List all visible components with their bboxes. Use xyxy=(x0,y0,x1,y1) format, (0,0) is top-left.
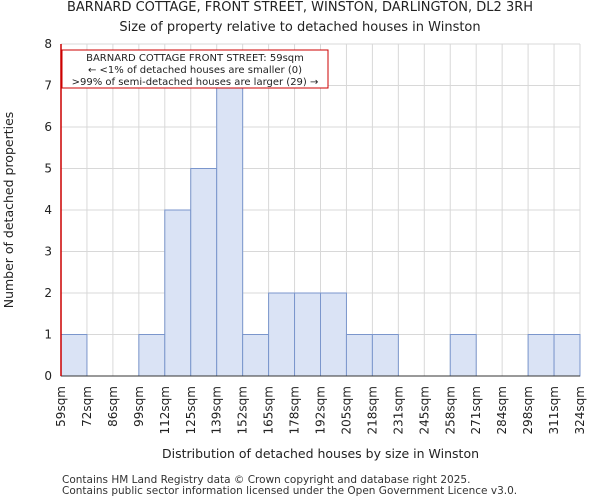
x-tick-label: 271sqm xyxy=(469,386,483,434)
x-tick-label: 324sqm xyxy=(573,386,587,434)
bar xyxy=(527,334,555,377)
x-tick-label: 205sqm xyxy=(339,386,353,434)
x-tick-label: 178sqm xyxy=(288,386,302,434)
x-tick-label: 298sqm xyxy=(521,386,535,434)
annotation-text: ← <1% of detached houses are smaller (0) xyxy=(88,65,302,76)
bar xyxy=(371,334,399,377)
bar xyxy=(138,334,166,377)
bar xyxy=(216,85,244,377)
y-tick-label: 5 xyxy=(44,162,52,176)
x-tick-label: 139sqm xyxy=(210,386,224,434)
y-tick-label: 3 xyxy=(44,245,52,259)
x-tick-label: 245sqm xyxy=(417,386,431,434)
x-tick-label: 231sqm xyxy=(391,386,405,434)
x-tick-label: 125sqm xyxy=(184,386,198,434)
y-tick-label: 1 xyxy=(44,328,52,342)
x-tick-label: 218sqm xyxy=(365,386,379,434)
y-tick-label: 6 xyxy=(44,120,52,134)
bar xyxy=(449,334,477,377)
y-tick-label: 7 xyxy=(44,79,52,93)
annotation-text: >99% of semi-detached houses are larger … xyxy=(72,77,319,88)
footer-copyright: Contains HM Land Registry data © Crown c… xyxy=(62,474,471,486)
x-tick-label: 165sqm xyxy=(262,386,276,434)
x-tick-label: 72sqm xyxy=(80,386,94,427)
y-tick-label: 0 xyxy=(44,369,52,383)
bar xyxy=(60,334,88,377)
chart-title: BARNARD COTTAGE, FRONT STREET, WINSTON, … xyxy=(66,0,534,15)
x-tick-label: 99sqm xyxy=(132,386,146,427)
bar xyxy=(553,334,581,377)
bar xyxy=(294,292,321,377)
x-tick-label: 152sqm xyxy=(236,386,250,434)
bar xyxy=(320,292,347,377)
bar xyxy=(164,209,192,377)
x-tick-label: 311sqm xyxy=(547,386,561,434)
bar xyxy=(268,292,296,377)
bar xyxy=(242,334,270,377)
x-tick-label: 59sqm xyxy=(54,386,68,427)
x-tick-label: 284sqm xyxy=(495,386,509,434)
y-tick-label: 4 xyxy=(44,203,52,217)
y-tick-label: 8 xyxy=(44,37,52,51)
x-tick-label: 192sqm xyxy=(314,386,328,434)
x-tick-label: 112sqm xyxy=(158,386,172,434)
footer-licence: Contains public sector information licen… xyxy=(62,485,518,497)
annotation-box xyxy=(61,49,329,89)
bar xyxy=(190,168,218,377)
y-axis-label: Number of detached properties xyxy=(1,112,16,309)
x-tick-label: 86sqm xyxy=(106,386,120,427)
x-tick-label: 258sqm xyxy=(443,386,457,434)
x-axis-label: Distribution of detached houses by size … xyxy=(162,446,479,461)
bar xyxy=(345,334,373,377)
chart-subtitle: Size of property relative to detached ho… xyxy=(119,20,481,35)
annotation-text: BARNARD COTTAGE FRONT STREET: 59sqm xyxy=(86,53,304,64)
y-tick-label: 2 xyxy=(44,286,52,300)
